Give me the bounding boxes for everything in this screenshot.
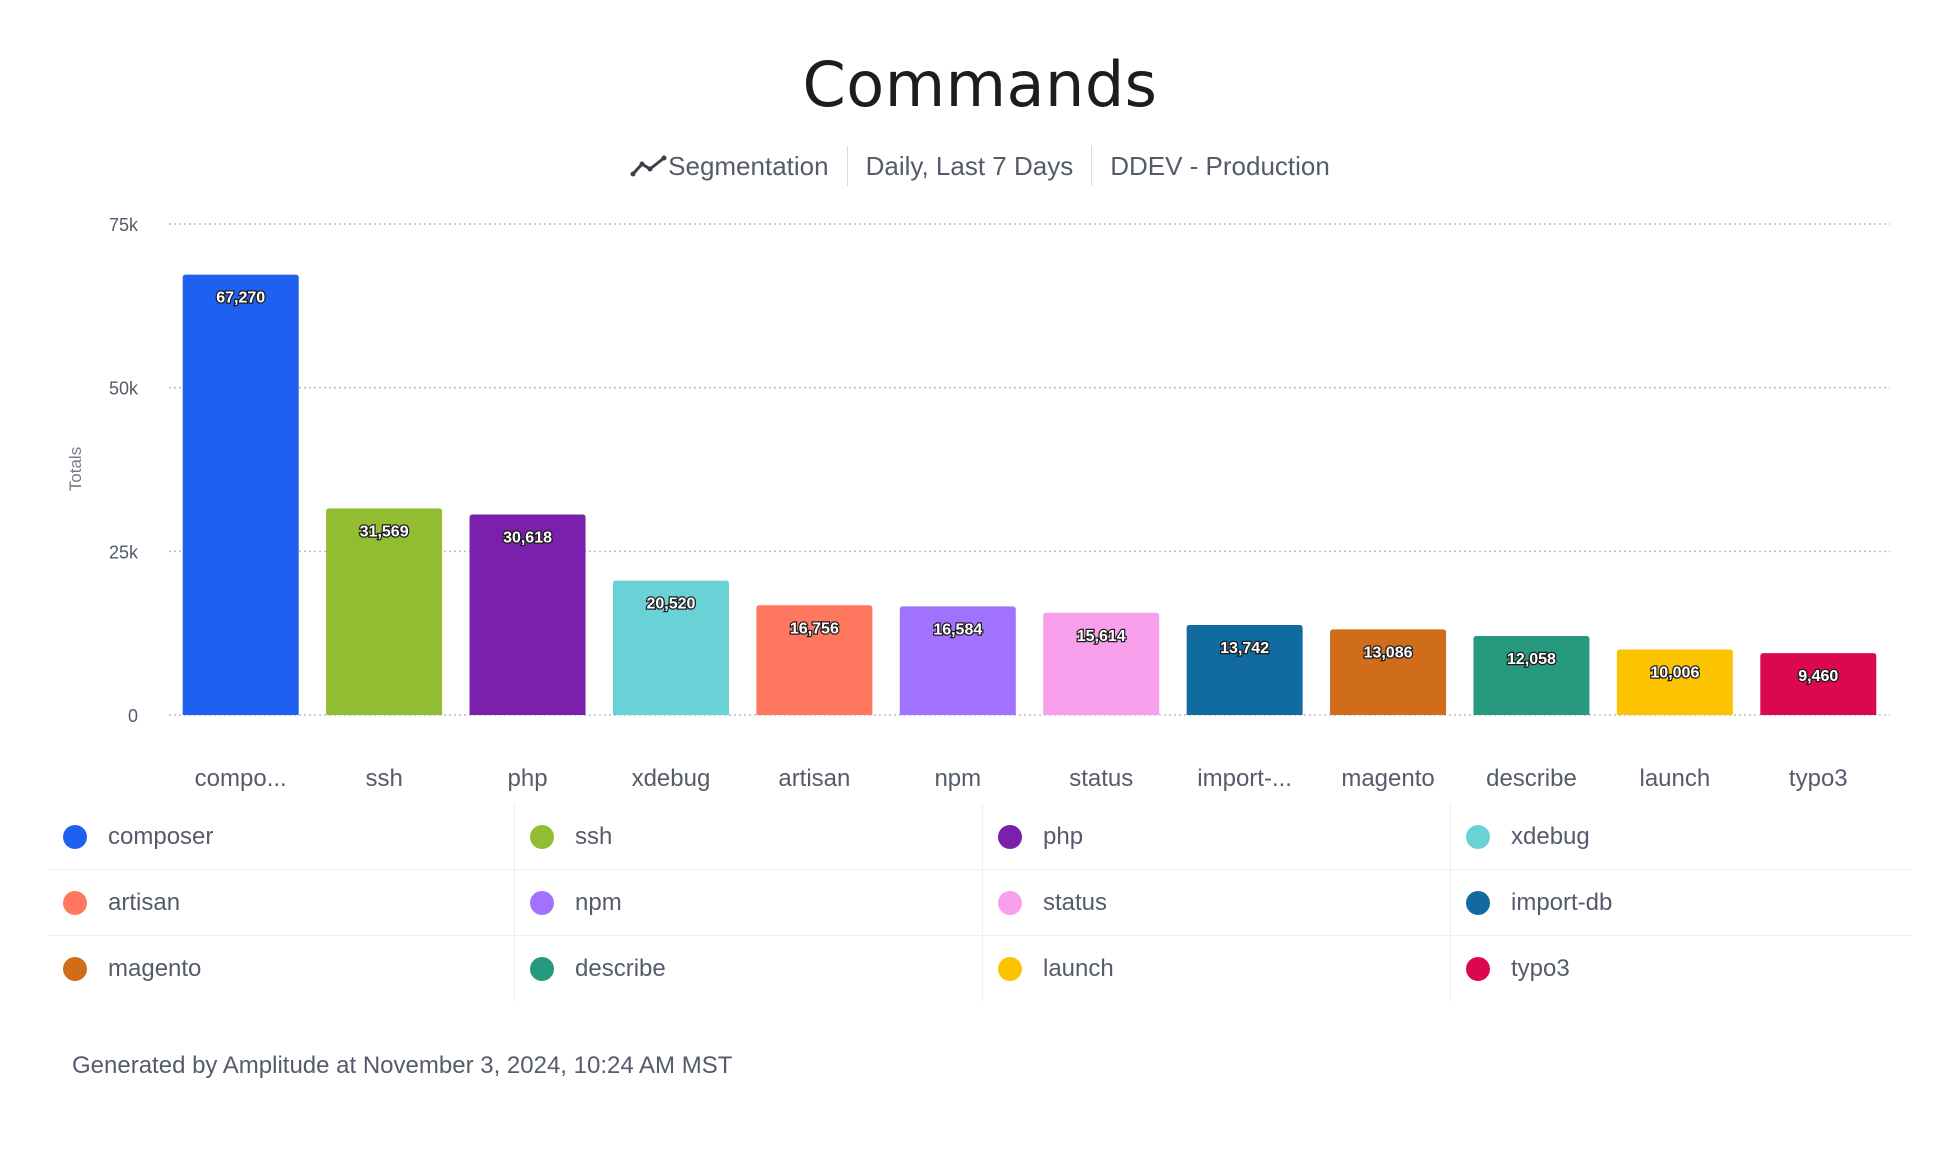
x-tick-label: describe	[1486, 765, 1577, 792]
legend-dot-icon	[998, 890, 1022, 915]
legend-label: composer	[108, 822, 214, 850]
bar-magento	[1330, 629, 1447, 715]
data-label: 31,569	[360, 523, 409, 540]
legend-dot-icon	[63, 890, 87, 915]
legend-label: describe	[575, 954, 666, 982]
legend-item-composer[interactable]: composer	[48, 804, 515, 870]
data-label: 10,006	[1650, 664, 1699, 681]
legend-item-npm[interactable]: npm	[515, 870, 983, 936]
x-tick-label: artisan	[778, 765, 850, 792]
legend-dot-icon	[63, 956, 87, 981]
legend-label: magento	[108, 954, 202, 982]
legend-label: ssh	[575, 822, 613, 850]
legend-item-php[interactable]: php	[983, 804, 1451, 870]
bar-chart: 0 25k 50k 75k Totals 67,270 compo... 31,569 ssh 3…	[66, 215, 1890, 792]
bar-status	[1043, 612, 1160, 715]
x-tick-label: launch	[1640, 765, 1711, 792]
legend-label: typo3	[1511, 954, 1570, 982]
bar-npm	[899, 606, 1016, 715]
bar-typo3	[1760, 653, 1877, 715]
data-label: 13,086	[1364, 644, 1413, 661]
bar-ssh	[326, 508, 443, 715]
y-axis-label: Totals	[66, 447, 85, 491]
legend-dot-icon	[1466, 956, 1490, 981]
legend-label: xdebug	[1511, 822, 1590, 850]
legend-dot-icon	[998, 824, 1022, 849]
data-label: 12,058	[1507, 651, 1556, 668]
project-label: DDEV - Production	[1110, 150, 1330, 181]
legend-dot-icon	[530, 956, 554, 981]
legend-dot-icon	[1466, 824, 1490, 849]
bar-composer	[182, 274, 299, 715]
y-tick-label: 25k	[109, 542, 139, 562]
footer-text: Generated by Amplitude at November 3, 20…	[72, 1052, 733, 1079]
legend-label: npm	[575, 888, 622, 916]
data-label: 16,584	[933, 621, 982, 638]
data-label: 9,460	[1798, 668, 1838, 685]
legend-label: import-db	[1511, 888, 1613, 916]
bar-xdebug	[612, 580, 729, 715]
legend-item-typo3[interactable]: typo3	[1451, 936, 1912, 1001]
legend-item-xdebug[interactable]: xdebug	[1451, 804, 1912, 870]
x-tick-label: compo...	[195, 765, 287, 792]
x-tick-label: ssh	[365, 765, 402, 792]
legend-item-ssh[interactable]: ssh	[515, 804, 983, 870]
y-tick-label: 0	[128, 706, 138, 726]
legend-dot-icon	[1466, 890, 1490, 915]
legend-item-artisan[interactable]: artisan	[48, 870, 515, 936]
bar-launch	[1616, 649, 1733, 715]
legend-label: status	[1043, 888, 1108, 916]
x-tick-label: magento	[1341, 765, 1434, 792]
legend-item-describe[interactable]: describe	[515, 936, 983, 1001]
divider	[846, 146, 848, 186]
legend-dot-icon	[530, 824, 554, 849]
bar-artisan	[756, 605, 873, 715]
legend-label: artisan	[108, 888, 181, 916]
x-tick-label: npm	[934, 765, 981, 792]
x-tick-label: xdebug	[632, 765, 711, 792]
y-tick-label: 75k	[109, 215, 139, 235]
legend-item-launch[interactable]: launch	[983, 936, 1451, 1001]
legend-item-status[interactable]: status	[983, 870, 1451, 936]
data-label: 20,520	[646, 596, 695, 613]
legend-label: php	[1043, 822, 1084, 850]
y-tick-label: 50k	[109, 379, 139, 399]
legend-dot-icon	[530, 890, 554, 915]
bar-php	[469, 514, 586, 715]
segmentation-label: Segmentation	[612, 146, 846, 186]
chart-title: Commands	[802, 48, 1158, 121]
data-label: 30,618	[503, 530, 552, 547]
chart-subtitle: Segmentation Daily, Last 7 Days DDEV - P…	[0, 146, 1960, 186]
bar-import-db	[1186, 625, 1303, 715]
bar-describe	[1473, 636, 1590, 715]
data-label: 67,270	[216, 290, 265, 307]
legend-dot-icon	[998, 956, 1022, 981]
divider	[1091, 146, 1093, 186]
line-chart-icon	[630, 155, 667, 177]
legend-item-import-db[interactable]: import-db	[1451, 870, 1912, 936]
data-label: 16,756	[790, 620, 839, 637]
date-range-label: Daily, Last 7 Days	[865, 150, 1074, 181]
data-label: 13,742	[1220, 640, 1269, 657]
segmentation-text: Segmentation	[668, 150, 829, 181]
legend: composer ssh php xdebug artisan npm status impo…	[48, 804, 1912, 1001]
x-tick-label: import-...	[1197, 765, 1292, 792]
legend-label: launch	[1043, 954, 1114, 982]
x-tick-label: php	[508, 765, 548, 792]
data-label: 15,614	[1077, 628, 1126, 645]
legend-dot-icon	[63, 824, 87, 849]
legend-item-magento[interactable]: magento	[48, 936, 515, 1001]
x-tick-label: typo3	[1789, 765, 1848, 792]
x-tick-label: status	[1069, 765, 1133, 792]
